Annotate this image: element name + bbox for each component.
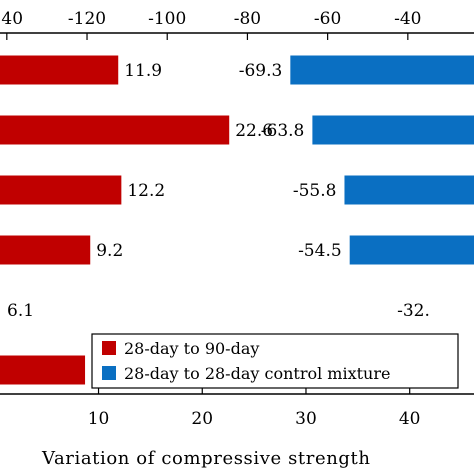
x-axis-title: Variation of compressive strength xyxy=(41,448,371,469)
bar-red xyxy=(0,115,230,145)
legend: 28-day to 90-day 28-day to 28-day contro… xyxy=(91,333,459,389)
data-label-red: 12.2 xyxy=(127,181,165,201)
bottom-axis-tick-label: 20 xyxy=(191,409,213,429)
data-label-blue: -63.8 xyxy=(261,121,305,141)
legend-swatch-90-day xyxy=(102,341,116,355)
bar-blue xyxy=(349,235,474,265)
legend-box xyxy=(91,333,459,389)
bar-blue xyxy=(290,55,474,85)
bar-blue xyxy=(312,115,474,145)
data-label-red: 9.2 xyxy=(96,241,123,261)
bar-blue xyxy=(344,175,474,205)
bottom-axis-tick-label: 10 xyxy=(88,409,110,429)
data-label-blue: -54.5 xyxy=(298,241,342,261)
top-axis-tick-label: -120 xyxy=(68,9,106,29)
red-series-bars xyxy=(0,55,230,385)
top-axis-tick-label: -60 xyxy=(314,9,341,29)
bottom-axis-tick-label: 30 xyxy=(295,409,317,429)
data-label-red: 22.6 xyxy=(235,121,273,141)
blue-series-bars xyxy=(290,55,474,265)
legend-swatch-control xyxy=(102,366,116,380)
data-label-blue: -69.3 xyxy=(239,61,283,81)
top-axis-tick-label: 140 xyxy=(0,9,23,29)
legend-label-control: 28-day to 28-day control mixture xyxy=(124,364,390,383)
legend-label-90-day: 28-day to 90-day xyxy=(124,339,259,358)
top-axis-tick-label: -40 xyxy=(394,9,421,29)
bottom-axis-ticks: 10 20 30 40 xyxy=(88,387,421,429)
top-axis-tick-label: -80 xyxy=(234,9,261,29)
data-label-blue: -32. xyxy=(397,301,430,321)
top-axis-tick-label: -100 xyxy=(148,9,186,29)
bar-red xyxy=(0,55,119,85)
bar-red xyxy=(0,355,86,385)
data-labels: 11.922.612.29.26.18.7-69.3-63.8-55.8-54.… xyxy=(7,61,430,381)
data-label-blue: -55.8 xyxy=(293,181,337,201)
data-label-red: 11.9 xyxy=(124,61,162,81)
data-label-red: 6.1 xyxy=(7,301,34,321)
top-axis-ticks: 140 -120 -100 -80 -60 -40 xyxy=(0,9,422,40)
bar-red xyxy=(0,235,91,265)
bar-red xyxy=(0,175,122,205)
bottom-axis-tick-label: 40 xyxy=(399,409,421,429)
